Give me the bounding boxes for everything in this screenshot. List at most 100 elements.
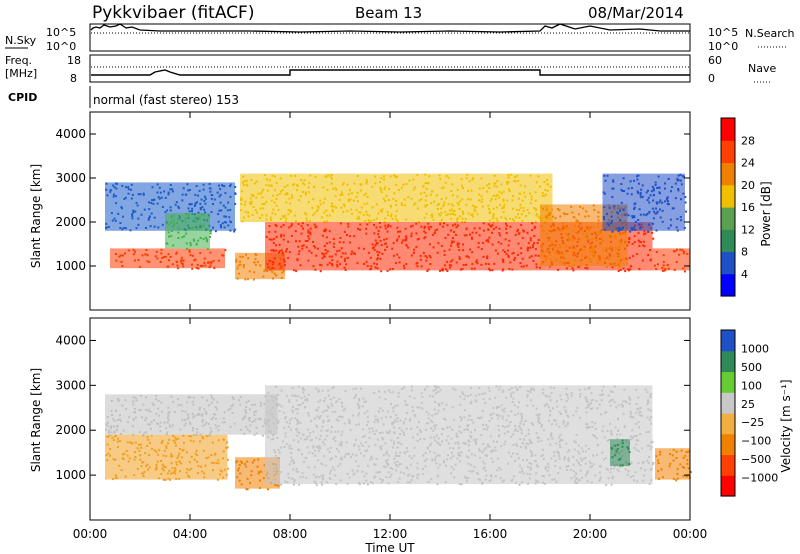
- velocity-speck: [618, 458, 621, 461]
- velocity-speck: [174, 467, 177, 469]
- velocity-speck: [338, 443, 341, 446]
- power-speck: [319, 263, 321, 266]
- velocity-speck: [529, 466, 532, 469]
- power-speck: [655, 212, 658, 215]
- velocity-speck: [215, 461, 218, 464]
- velocity-speck: [305, 438, 308, 441]
- velocity-speck: [297, 385, 300, 388]
- power-speck: [290, 234, 293, 237]
- power-speck: [209, 251, 212, 254]
- velocity-speck: [486, 426, 489, 429]
- velocity-speck: [355, 439, 357, 441]
- power-speck: [358, 217, 361, 220]
- power-speck: [153, 216, 156, 219]
- velocity-speck: [352, 473, 355, 476]
- velocity-speck: [659, 453, 662, 456]
- power-speck: [222, 254, 225, 257]
- power-speck: [486, 184, 489, 187]
- power-speck: [611, 196, 614, 198]
- velocity-speck: [398, 441, 401, 444]
- velocity-speck: [592, 434, 595, 437]
- velocity-speck: [616, 448, 619, 451]
- velocity-speck: [581, 476, 584, 479]
- velocity-speck: [201, 420, 204, 423]
- power-speck: [640, 241, 643, 244]
- power-speck: [686, 252, 689, 255]
- velocity-speck: [511, 401, 514, 403]
- power-speck: [449, 209, 451, 212]
- power-speck: [245, 183, 248, 186]
- power-speck: [601, 248, 604, 251]
- power-speck: [353, 235, 356, 238]
- velocity-speck: [559, 438, 562, 441]
- velocity-speck: [435, 392, 437, 395]
- velocity-speck: [174, 469, 177, 472]
- power-speck: [570, 205, 573, 208]
- velocity-speck: [255, 426, 258, 429]
- velocity-speck: [355, 424, 358, 426]
- velocity-speck: [296, 419, 299, 422]
- velocity-speck: [427, 413, 430, 416]
- velocity-speck: [369, 481, 372, 483]
- power-speck: [619, 209, 621, 212]
- power-speck: [496, 185, 499, 188]
- power-speck: [172, 225, 175, 228]
- velocity-speck: [446, 426, 449, 429]
- power-speck: [588, 228, 591, 231]
- velocity-speck: [322, 421, 325, 424]
- power-speck: [612, 187, 615, 190]
- power-speck: [651, 185, 654, 188]
- power-speck: [559, 246, 562, 249]
- power-speck: [574, 224, 577, 227]
- power-speck: [534, 191, 537, 194]
- velocity-speck: [198, 408, 201, 411]
- velocity-speck: [433, 451, 436, 454]
- power-speck: [553, 230, 556, 233]
- velocity-speck: [393, 442, 395, 445]
- power-speck: [305, 246, 308, 249]
- power-speck: [541, 253, 544, 256]
- velocity-speck: [396, 420, 399, 423]
- velocity-speck: [325, 481, 328, 484]
- power-speck: [315, 254, 318, 257]
- velocity-speck: [507, 462, 510, 465]
- velocity-speck: [132, 400, 135, 403]
- velocity-speck: [423, 459, 426, 462]
- nsky-label: N.Sky: [5, 34, 37, 47]
- power-speck: [619, 265, 622, 268]
- velocity-speck: [443, 460, 445, 463]
- power-speck: [228, 216, 231, 219]
- velocity-speck: [520, 432, 523, 435]
- power-speck: [452, 224, 454, 227]
- power-speck: [321, 257, 324, 260]
- velocity-speck: [391, 468, 394, 471]
- velocity-speck: [293, 480, 296, 483]
- power-speck: [309, 233, 312, 236]
- power-speck: [148, 208, 151, 211]
- power-speck: [667, 227, 670, 230]
- date-title: 08/Mar/2014: [588, 4, 684, 22]
- velocity-speck: [658, 477, 660, 480]
- velocity-speck: [155, 395, 158, 397]
- velocity-speck: [614, 444, 617, 447]
- velocity-speck: [113, 419, 116, 422]
- power-speck: [602, 191, 605, 194]
- velocity-speck: [460, 419, 463, 422]
- power-speck: [436, 251, 439, 254]
- power-speck: [229, 220, 232, 223]
- velocity-speck: [391, 421, 394, 424]
- power-speck: [365, 192, 367, 195]
- power-speck: [529, 246, 532, 249]
- power-speck: [272, 249, 275, 251]
- power-speck: [622, 226, 624, 229]
- velocity-speck: [201, 414, 204, 417]
- power-speck: [225, 215, 227, 218]
- power-speck: [219, 224, 222, 227]
- power-speck: [619, 262, 622, 265]
- velocity-speck: [238, 479, 241, 482]
- velocity-speck: [388, 429, 391, 432]
- power-speck: [130, 197, 133, 200]
- velocity-speck: [134, 396, 137, 399]
- power-speck: [194, 202, 197, 205]
